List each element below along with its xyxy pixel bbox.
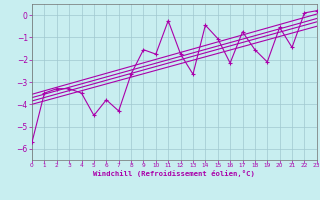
X-axis label: Windchill (Refroidissement éolien,°C): Windchill (Refroidissement éolien,°C) <box>93 170 255 177</box>
